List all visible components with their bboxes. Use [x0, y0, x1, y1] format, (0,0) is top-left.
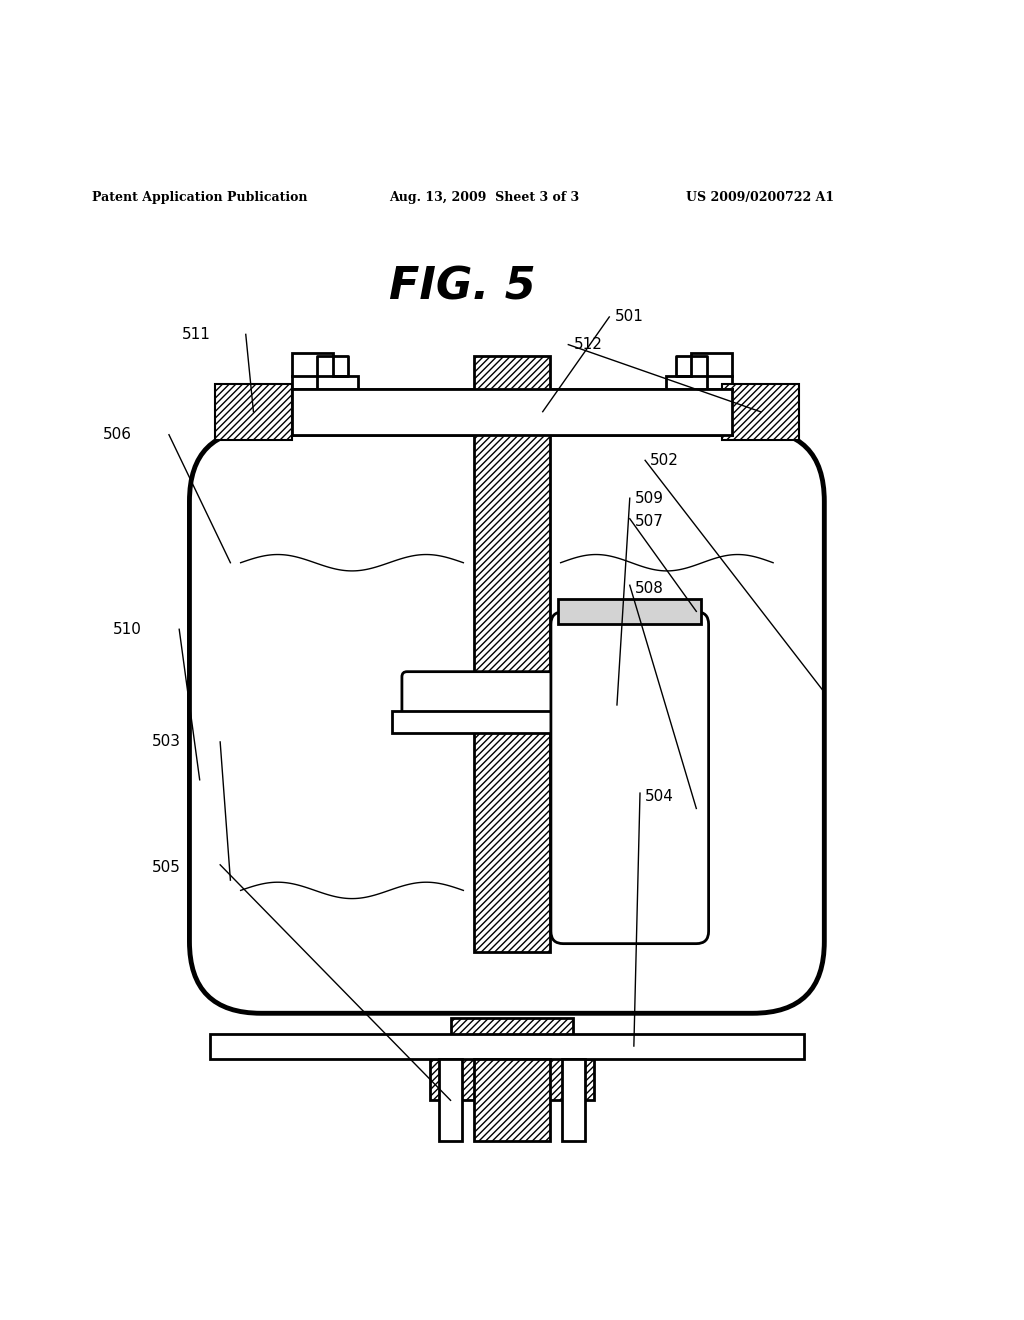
FancyBboxPatch shape — [210, 1034, 804, 1060]
Text: 501: 501 — [614, 309, 643, 325]
FancyBboxPatch shape — [558, 598, 701, 624]
Text: US 2009/0200722 A1: US 2009/0200722 A1 — [686, 191, 835, 205]
Text: 510: 510 — [113, 622, 141, 636]
Polygon shape — [722, 384, 799, 440]
FancyBboxPatch shape — [401, 672, 623, 721]
Text: 511: 511 — [182, 327, 211, 342]
Text: 507: 507 — [635, 515, 664, 529]
Text: 509: 509 — [635, 491, 664, 506]
Text: 508: 508 — [635, 581, 664, 595]
FancyBboxPatch shape — [189, 429, 824, 1014]
Text: Aug. 13, 2009  Sheet 3 of 3: Aug. 13, 2009 Sheet 3 of 3 — [389, 191, 580, 205]
FancyBboxPatch shape — [473, 1060, 551, 1142]
Text: 505: 505 — [152, 861, 180, 875]
Text: Patent Application Publication: Patent Application Publication — [92, 191, 307, 205]
Polygon shape — [430, 1019, 594, 1101]
Text: FIG. 5: FIG. 5 — [389, 265, 536, 309]
FancyBboxPatch shape — [439, 1060, 462, 1142]
Polygon shape — [215, 384, 292, 440]
Text: 506: 506 — [102, 428, 131, 442]
Polygon shape — [473, 356, 551, 952]
FancyBboxPatch shape — [391, 710, 633, 733]
FancyBboxPatch shape — [551, 612, 709, 944]
Text: 512: 512 — [573, 337, 602, 352]
FancyBboxPatch shape — [292, 388, 732, 434]
Text: 504: 504 — [645, 788, 674, 804]
Text: 503: 503 — [152, 734, 180, 750]
Polygon shape — [292, 352, 358, 388]
Text: 502: 502 — [650, 453, 679, 467]
Polygon shape — [666, 352, 732, 388]
FancyBboxPatch shape — [562, 1060, 585, 1142]
